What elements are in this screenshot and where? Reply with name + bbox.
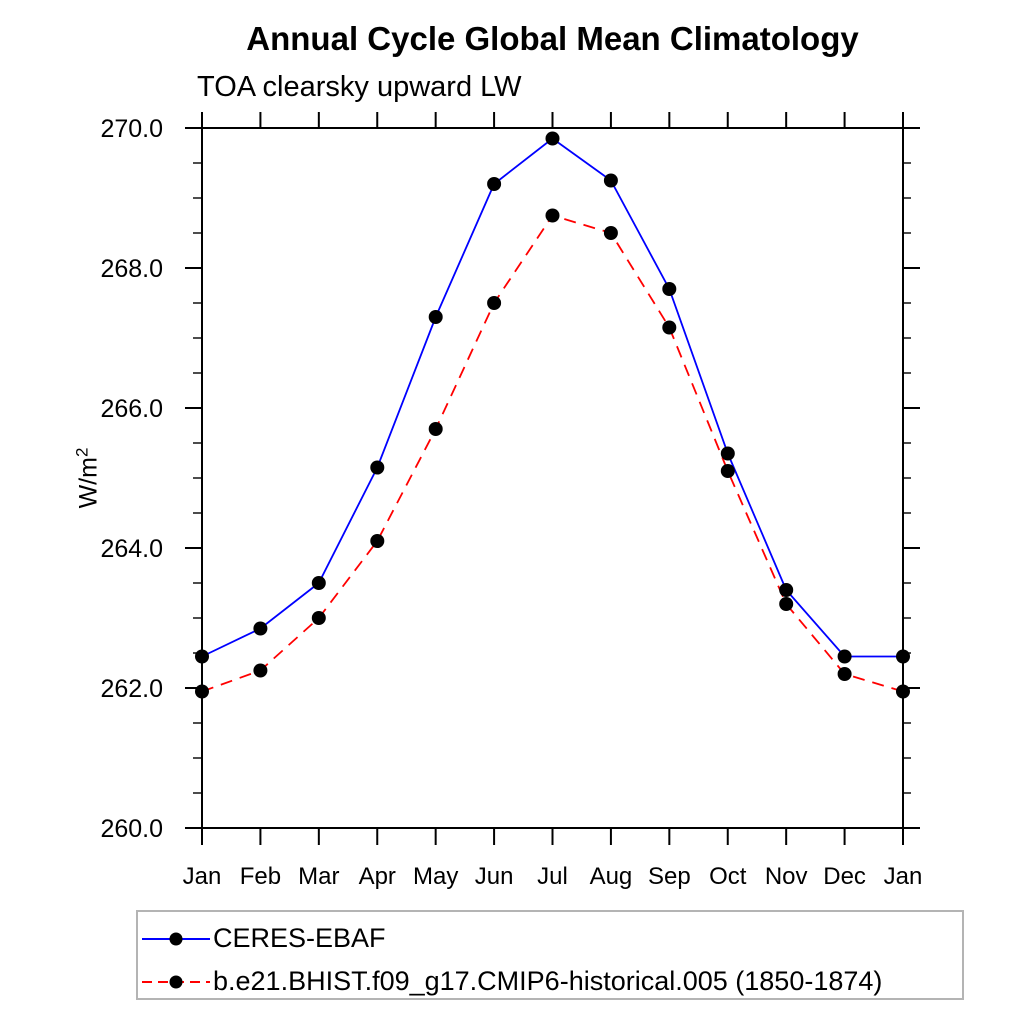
y-tick-label: 266.0 <box>100 395 163 423</box>
x-tick-label: Nov <box>765 863 808 890</box>
y-tick-label: 260.0 <box>100 815 163 843</box>
y-tick-label: 270.0 <box>100 115 163 143</box>
data-point <box>720 464 735 478</box>
x-tick-label: Jul <box>537 863 568 890</box>
data-point <box>779 583 794 597</box>
legend-entry-ceres: CERES-EBAF <box>140 923 386 954</box>
x-tick-label: Jun <box>475 863 514 890</box>
data-point <box>428 310 443 324</box>
data-point <box>837 667 852 681</box>
x-tick-label: Oct <box>709 863 747 890</box>
data-point <box>545 208 560 223</box>
chart-title: Annual Cycle Global Mean Climatology <box>246 20 859 57</box>
y-tick-label: 264.0 <box>100 535 163 563</box>
data-point <box>720 446 735 461</box>
data-point <box>545 131 560 146</box>
x-tick-label: Feb <box>240 863 281 890</box>
data-point <box>370 460 385 475</box>
x-tick-label: Jan <box>183 863 222 890</box>
x-tick-label: Sep <box>648 863 691 890</box>
data-point <box>837 649 852 664</box>
data-point <box>896 684 910 699</box>
data-point <box>603 226 618 240</box>
x-tick-label: Mar <box>298 863 339 890</box>
legend-marker-dot <box>169 932 183 945</box>
data-point <box>896 649 910 664</box>
data-point <box>779 597 794 611</box>
data-point <box>487 296 502 310</box>
data-point <box>603 173 618 188</box>
legend-label-model: b.e21.BHIST.f09_g17.CMIP6-historical.005… <box>213 966 883 996</box>
data-point <box>311 576 326 590</box>
y-tick-label: 262.0 <box>100 675 163 703</box>
data-point <box>370 534 385 548</box>
series-line-1 <box>201 214 904 693</box>
x-tick-label: Apr <box>359 863 396 890</box>
x-tick-label: Jan <box>884 863 923 890</box>
x-tick-label: Aug <box>590 863 633 890</box>
data-point <box>487 177 502 191</box>
data-point <box>662 282 677 296</box>
y-tick-label: 268.0 <box>100 255 163 283</box>
x-tick-label: May <box>413 863 458 890</box>
data-point <box>253 663 268 678</box>
data-point <box>311 611 326 625</box>
legend-entry-model: b.e21.BHIST.f09_g17.CMIP6-historical.005… <box>140 966 882 997</box>
x-tick-label: Dec <box>823 863 866 890</box>
legend-line-sample-solid <box>142 932 210 945</box>
data-point <box>662 320 677 335</box>
legend-marker-dot <box>169 975 183 988</box>
data-point <box>195 649 209 664</box>
chart-subtitle: TOA clearsky upward LW <box>197 71 522 103</box>
data-point <box>253 621 268 636</box>
data-point <box>195 684 209 699</box>
legend: CERES-EBAF b.e21.BHIST.f09_g17.CMIP6-his… <box>136 910 964 1000</box>
legend-label-ceres: CERES-EBAF <box>213 923 386 953</box>
legend-line-sample-dashed <box>142 975 210 988</box>
data-point <box>428 422 443 436</box>
